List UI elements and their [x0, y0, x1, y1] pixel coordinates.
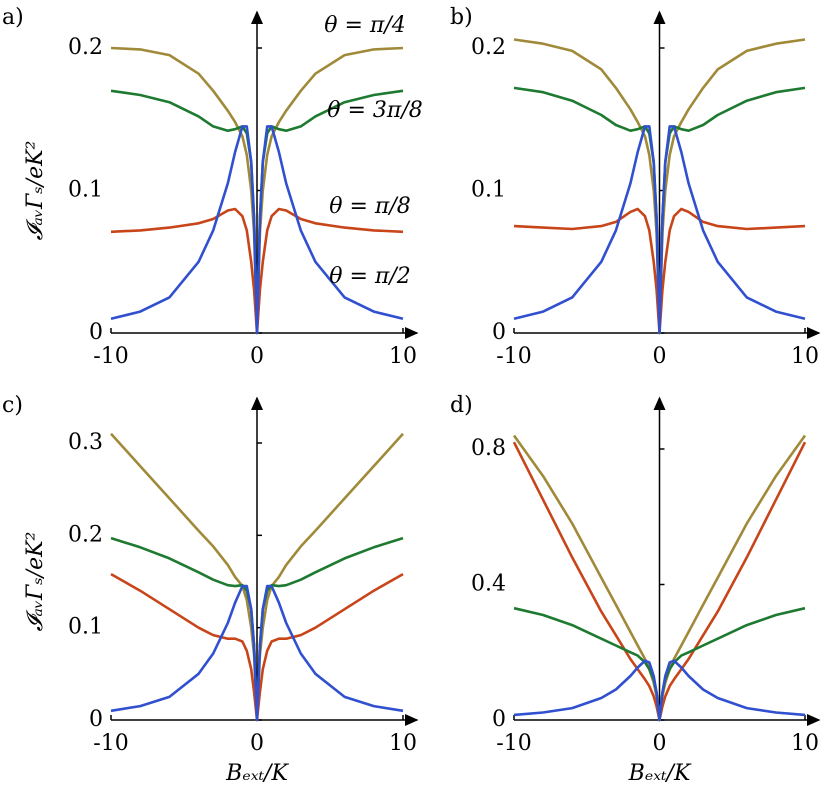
- curve-annotation: θ = π/8: [329, 194, 411, 219]
- x-tick-label: 10: [389, 731, 417, 756]
- y-tick-label: 0: [89, 707, 103, 732]
- x-axis-label: Bₑₓₜ/K: [225, 761, 289, 786]
- y-tick-label: 0.1: [68, 178, 103, 203]
- y-tick-label: 0.2: [471, 35, 506, 60]
- y-axis-label: 𝓘ₐᵥΓₛ/eK²: [23, 141, 48, 241]
- y-tick-label: 0.4: [471, 572, 506, 597]
- curve-annotation: θ = π/4: [324, 13, 406, 38]
- y-tick-label: 0.2: [68, 522, 103, 547]
- panel-label: c): [2, 393, 23, 418]
- x-tick-label: 10: [389, 344, 417, 369]
- curve-annotation: θ = π/2: [329, 264, 411, 289]
- x-tick-label: 10: [791, 344, 819, 369]
- y-tick-label: 0.8: [471, 436, 506, 461]
- series-line: [110, 125, 404, 335]
- x-tick-label: -10: [93, 731, 128, 756]
- x-tick-label: -10: [496, 344, 531, 369]
- panel-label: b): [450, 5, 473, 30]
- series-line: [513, 659, 806, 722]
- x-axis-label: Bₑₓₜ/K: [628, 761, 692, 786]
- y-axis-label: 𝓘ₐᵥΓₛ/eK²: [23, 532, 48, 632]
- panel-label: d): [450, 393, 473, 418]
- x-tick-label: 0: [653, 344, 667, 369]
- y-tick-label: 0: [492, 320, 506, 345]
- y-tick-label: 0.2: [68, 35, 103, 60]
- x-tick-label: 0: [250, 344, 264, 369]
- x-tick-label: 0: [653, 731, 667, 756]
- panel-label: a): [2, 5, 24, 30]
- series-line: [110, 584, 404, 722]
- y-tick-label: 0.1: [471, 178, 506, 203]
- y-tick-label: 0: [89, 320, 103, 345]
- curve-annotation: θ = 3π/8: [327, 98, 423, 123]
- y-tick-label: 0: [492, 707, 506, 732]
- y-tick-label: 0.3: [68, 430, 103, 455]
- series-line: [513, 125, 806, 335]
- x-tick-label: -10: [93, 344, 128, 369]
- x-tick-label: 10: [791, 731, 819, 756]
- x-tick-label: -10: [496, 731, 531, 756]
- x-tick-label: 0: [250, 731, 264, 756]
- y-tick-label: 0.1: [68, 615, 103, 640]
